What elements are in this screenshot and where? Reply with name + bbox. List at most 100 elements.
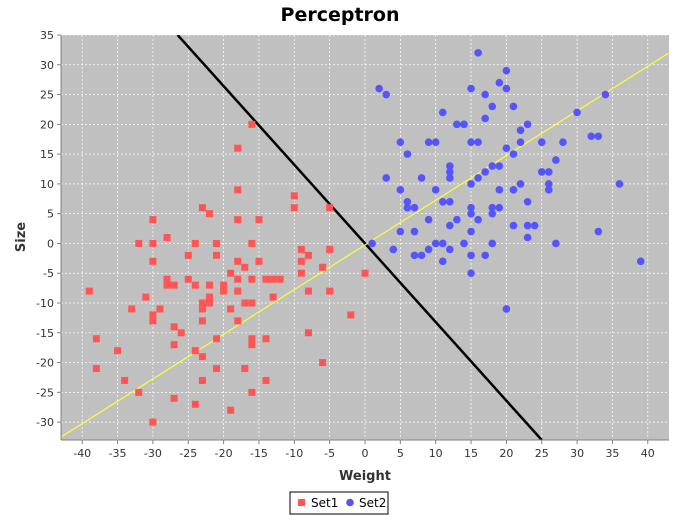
point-set1 [248, 388, 256, 396]
point-set1 [121, 376, 129, 384]
point-set2 [474, 174, 482, 182]
x-tick-label: 10 [429, 447, 443, 460]
point-set2 [615, 180, 624, 188]
point-set1 [191, 347, 199, 355]
point-set1 [234, 144, 242, 152]
point-set1 [213, 251, 221, 259]
point-set1 [326, 287, 334, 295]
point-set2 [424, 245, 433, 254]
point-set2 [453, 215, 461, 224]
x-tick-label: 40 [641, 447, 655, 460]
point-set1 [149, 239, 157, 247]
point-set2 [467, 251, 475, 260]
point-set1 [198, 305, 206, 313]
point-set1 [297, 257, 305, 265]
point-set1 [163, 234, 171, 241]
point-set1 [170, 394, 178, 402]
point-set1 [213, 365, 221, 373]
point-set2 [594, 132, 603, 141]
point-set1 [234, 317, 242, 325]
point-set2 [467, 227, 475, 236]
x-tick-label: 20 [499, 447, 513, 460]
point-set1 [85, 287, 93, 295]
point-set1 [276, 275, 284, 283]
point-set1 [220, 281, 228, 289]
point-set2 [636, 257, 645, 266]
point-set2 [523, 197, 532, 206]
point-set1 [170, 281, 178, 289]
point-set2 [495, 162, 504, 170]
y-tick-label: 30 [40, 59, 54, 72]
point-set1 [269, 275, 277, 283]
point-set1 [248, 299, 256, 307]
x-axis-label: Weight [339, 469, 391, 484]
point-set2 [488, 209, 497, 218]
point-set2 [446, 245, 454, 254]
point-set2 [474, 49, 482, 57]
point-set2 [537, 138, 546, 147]
x-tick-label: -35 [109, 447, 127, 460]
point-set1 [213, 335, 221, 343]
point-set1 [170, 341, 178, 349]
y-tick-label: 25 [40, 89, 54, 102]
point-set1 [92, 335, 100, 343]
point-set2 [474, 215, 482, 224]
x-tick-label: 25 [535, 447, 549, 460]
point-set2 [552, 239, 560, 248]
point-set1 [304, 329, 312, 337]
x-tick-label: 35 [605, 447, 619, 460]
x-tick-label: -25 [179, 447, 197, 460]
point-set1 [290, 204, 298, 212]
point-set1 [205, 299, 213, 307]
point-set2 [509, 221, 518, 230]
point-set1 [213, 239, 221, 247]
point-set2 [446, 162, 454, 170]
point-set2 [431, 239, 440, 248]
point-set1 [205, 210, 213, 218]
x-tick-label: 15 [464, 447, 478, 460]
x-tick-label: -10 [285, 447, 303, 460]
point-set2 [488, 162, 497, 170]
point-set2 [516, 138, 525, 147]
point-set2 [516, 180, 525, 188]
point-set1 [241, 263, 249, 271]
point-set1 [248, 335, 256, 343]
y-tick-label: -25 [36, 386, 54, 399]
x-tick-label: -40 [73, 447, 91, 460]
point-set2 [382, 174, 391, 182]
point-set2 [410, 227, 419, 236]
point-set2 [467, 84, 475, 93]
point-set1 [234, 216, 242, 224]
point-set2 [446, 197, 454, 206]
point-set1 [234, 186, 242, 194]
y-tick-label: 15 [40, 148, 54, 161]
point-set1 [304, 287, 312, 295]
point-set2 [495, 78, 504, 87]
point-set2 [481, 90, 489, 99]
point-set2 [481, 251, 489, 260]
point-set2 [453, 120, 461, 129]
point-set2 [417, 251, 426, 260]
point-set2 [523, 233, 532, 242]
y-tick-label: -10 [36, 297, 54, 310]
point-set2 [396, 227, 405, 236]
y-tick-label: 10 [40, 178, 54, 191]
point-set1 [198, 299, 206, 307]
point-set2 [488, 102, 497, 111]
point-set2 [530, 221, 539, 230]
point-set2 [403, 197, 412, 206]
fitted-lines [61, 35, 669, 440]
point-set1 [234, 287, 242, 295]
point-set2 [460, 239, 468, 248]
point-set1 [205, 281, 213, 289]
data-points [85, 49, 645, 426]
x-tick-label: -5 [324, 447, 335, 460]
point-set1 [198, 204, 206, 212]
point-set2 [389, 245, 398, 254]
point-set2 [396, 186, 405, 194]
point-set2 [502, 66, 511, 75]
point-set1 [304, 251, 312, 259]
point-set2 [446, 168, 454, 176]
point-set1 [297, 269, 305, 277]
point-set1 [248, 120, 256, 128]
